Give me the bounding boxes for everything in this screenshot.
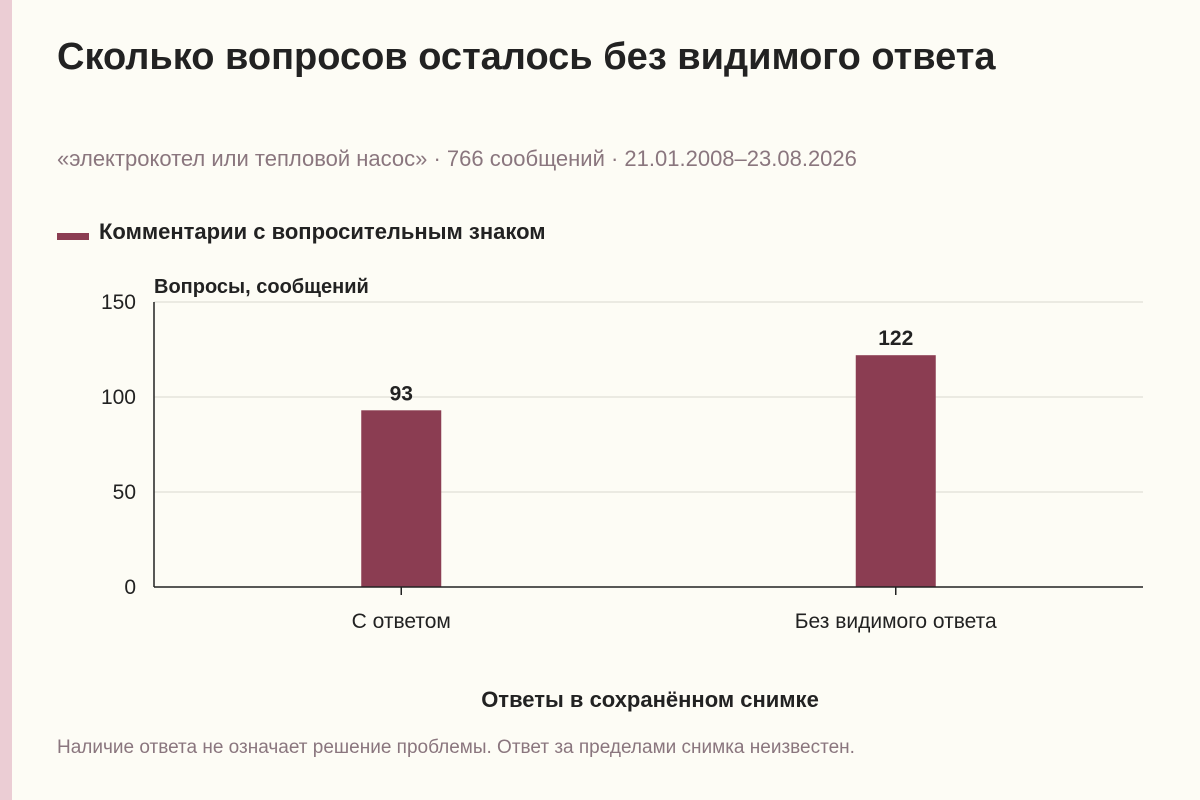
data-label: 122 [878,327,913,350]
chart-title: Сколько вопросов осталось без видимого о… [57,36,996,78]
x-axis-title: Ответы в сохранённом снимке [481,687,819,712]
legend-swatch [57,232,89,240]
legend-label: Комментарии с вопросительным знаком [99,219,546,244]
y-tick-label: 50 [113,481,136,504]
footnote: Наличие ответа не означает решение пробл… [57,737,855,758]
x-tick-label: С ответом [352,610,451,633]
bar [361,410,442,587]
legend: Комментарии с вопросительным знаком [57,216,546,248]
chart-subtitle: «электрокотел или тепловой насос» · 766 … [57,146,857,171]
x-tick-label: Без видимого ответа [795,610,997,633]
accent-strip [0,0,12,800]
data-label: 93 [390,382,413,405]
y-tick-label: 100 [101,386,136,409]
y-tick-label: 0 [124,576,136,599]
bar [855,355,936,587]
y-axis-title: Вопросы, сообщений [154,276,369,298]
y-tick-label: 150 [101,291,136,314]
